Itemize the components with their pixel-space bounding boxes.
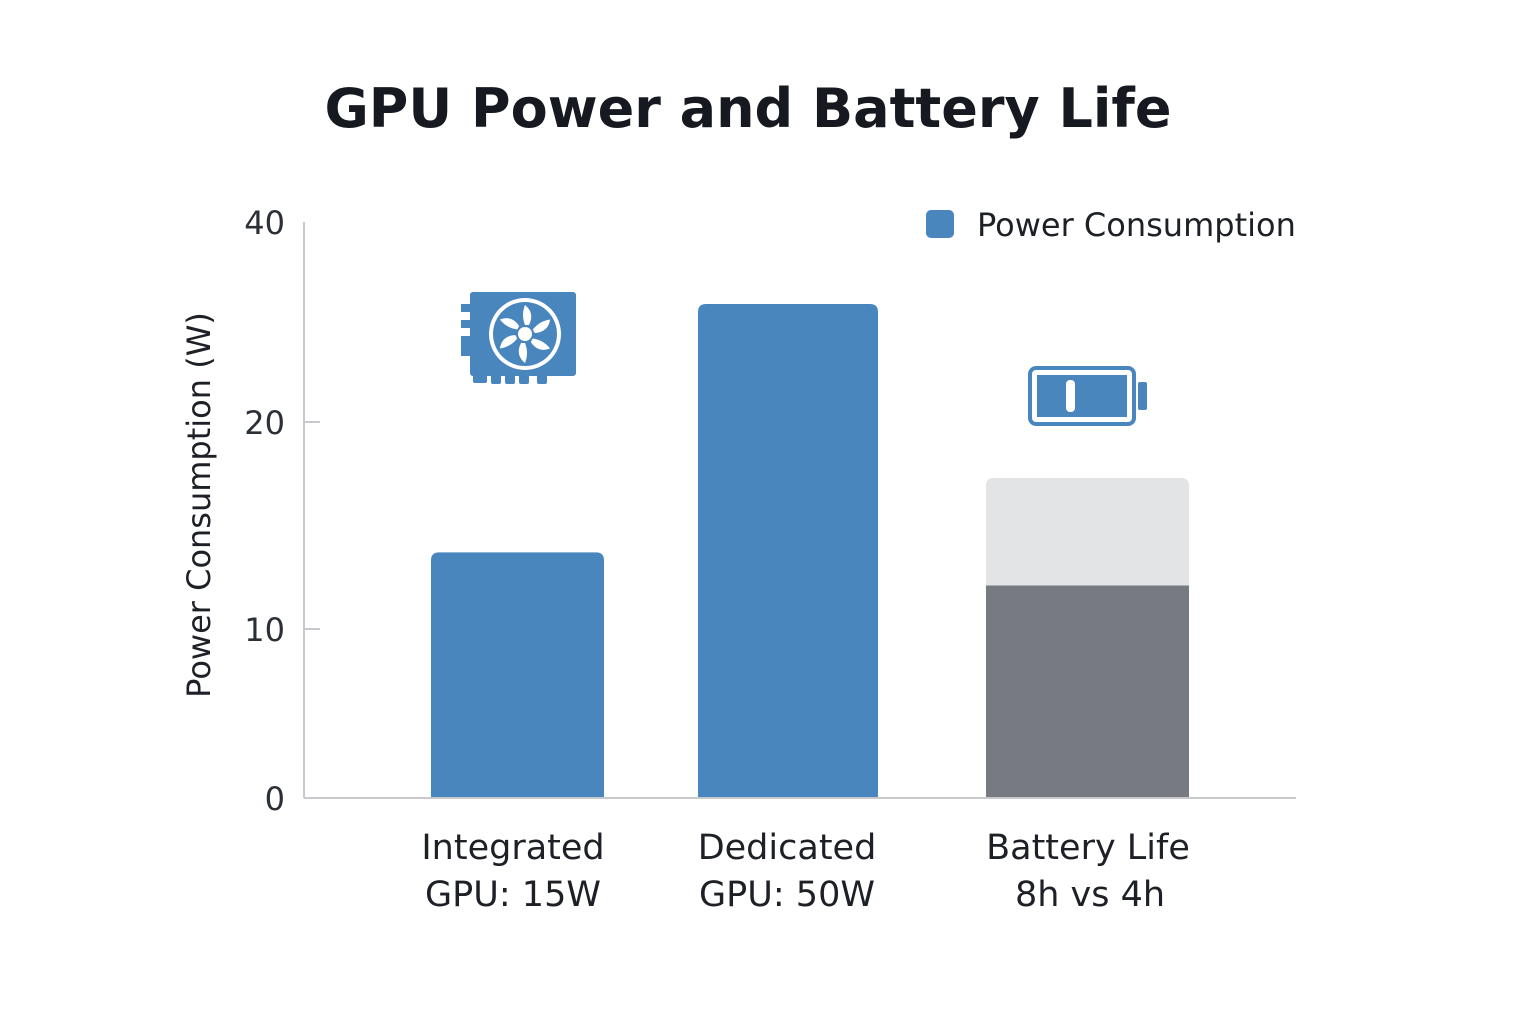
graphics-card-icon [461, 292, 576, 384]
legend: Power Consumption [926, 206, 1296, 244]
legend-swatch [926, 210, 954, 238]
x-tick-label-dedicated: Dedicated GPU: 50W [698, 828, 877, 915]
x-tick-label-integrated: Integrated GPU: 15W [421, 828, 604, 915]
chart-title: GPU Power and Battery Life [324, 77, 1171, 140]
y-tick-label: 40 [244, 204, 285, 242]
y-tick-label: 0 [265, 780, 285, 818]
y-axis-label: Power Consumption (W) [180, 312, 218, 698]
bar-segment [986, 585, 1189, 798]
bar [698, 304, 878, 798]
battery-icon [1028, 366, 1147, 426]
x-tick-label-battery: Battery Life 8h vs 4h [986, 828, 1190, 915]
x-tick-label-line: Battery Life [986, 828, 1190, 868]
x-tick-label-line: Integrated [421, 828, 604, 868]
x-tick-label-line: 8h vs 4h [1015, 875, 1165, 915]
y-tick-label: 10 [244, 611, 285, 649]
legend-label: Power Consumption [977, 206, 1296, 244]
x-tick-label-line: Dedicated [698, 828, 877, 868]
bar [431, 552, 604, 798]
y-tick-label: 20 [244, 404, 285, 442]
x-tick-label-line: GPU: 15W [425, 875, 601, 915]
x-tick-label-line: GPU: 50W [699, 875, 875, 915]
